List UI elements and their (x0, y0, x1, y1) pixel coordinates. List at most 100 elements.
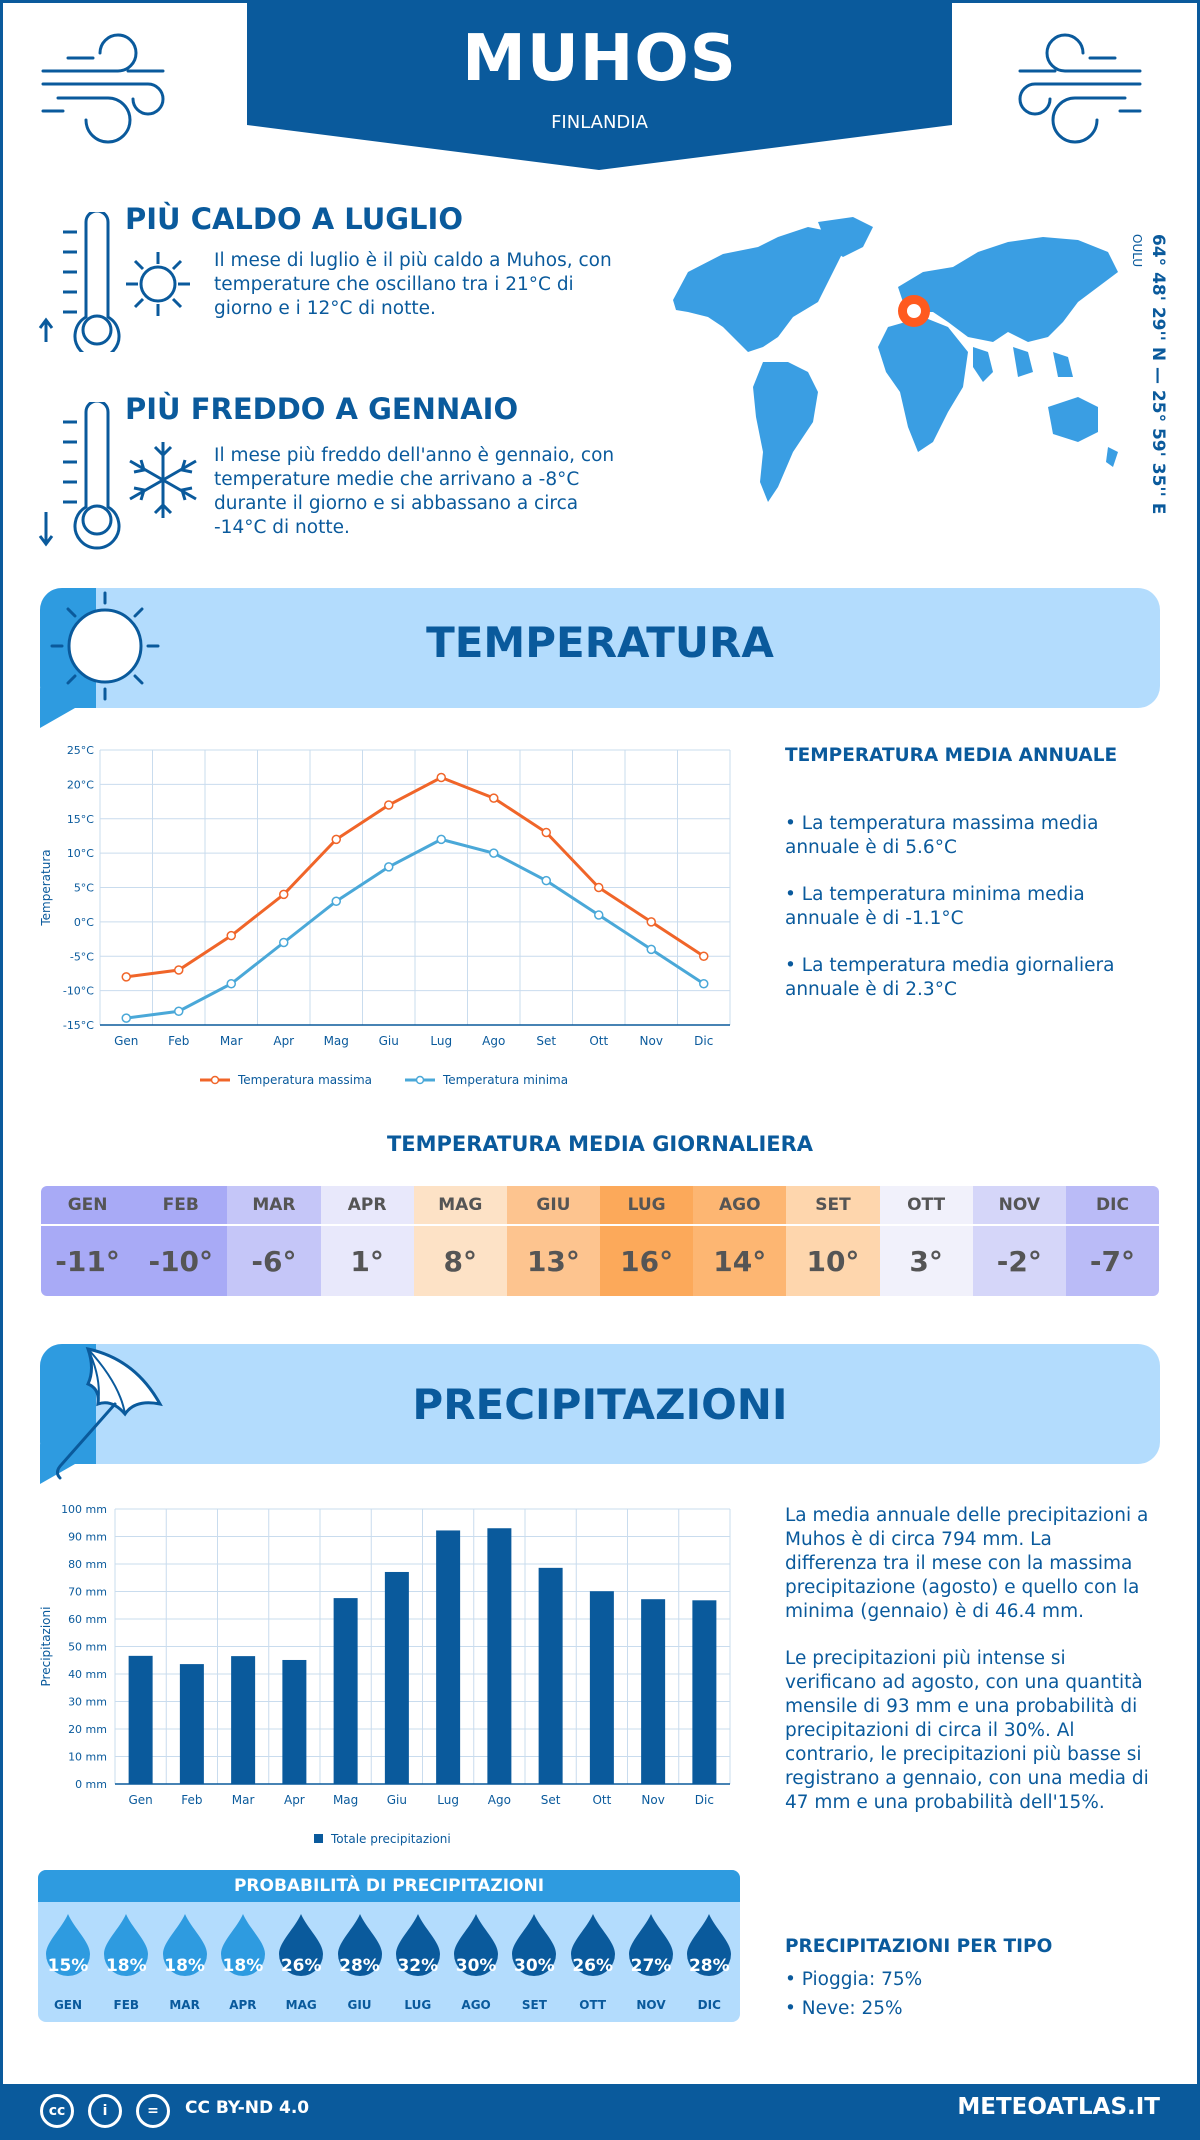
data-point (174, 1006, 184, 1016)
precip-bar (179, 1664, 204, 1784)
probability-value: 30% (455, 1956, 497, 1976)
probability-month: GIU (347, 1998, 372, 2012)
daily-month: APR (320, 1186, 414, 1224)
data-point (226, 930, 236, 941)
precip-bar (333, 1598, 358, 1784)
daily-cell: GIU 13° (506, 1186, 601, 1296)
data-point (489, 793, 499, 803)
probability-month: DIC (697, 1998, 721, 2012)
y-tick-label: 0 mm (75, 1778, 107, 1791)
probability-value: 15% (47, 1956, 89, 1976)
daily-cell: MAR -6° (227, 1186, 321, 1296)
data-point (279, 937, 289, 948)
legend-marker (210, 1075, 220, 1085)
rain-drop-icon (687, 1914, 732, 1976)
daily-month: OTT (879, 1186, 973, 1224)
legend-swatch (314, 1834, 323, 1843)
probability-month: GEN (53, 1998, 83, 2012)
legend-label: Temperatura minima (442, 1073, 568, 1087)
y-tick-label: 80 mm (68, 1558, 107, 1571)
probability-month: FEB (113, 1998, 140, 2012)
x-tick-label: Giu (387, 1793, 407, 1807)
x-tick-label: Ott (589, 1034, 608, 1048)
probability-title: PROBABILITÀ DI PRECIPITAZIONI (38, 1870, 740, 1902)
y-tick-label: -10°C (63, 985, 94, 998)
temperature-band (40, 588, 1160, 708)
brand-link[interactable]: METEOATLAS.IT (957, 2094, 1160, 2120)
y-tick-label: 20 mm (68, 1723, 107, 1736)
x-tick-label: Lug (430, 1034, 452, 1048)
daily-month: MAR (227, 1186, 321, 1224)
precip-summary-text: La media annuale delle precipitazioni a … (785, 1505, 1149, 1622)
coldest-text: Il mese più freddo dell'anno è gennaio, … (214, 445, 615, 538)
probability-value: 26% (280, 1956, 322, 1976)
probability-value: 28% (688, 1956, 730, 1976)
x-tick-label: Ott (592, 1793, 611, 1807)
x-tick-label: Apr (273, 1034, 294, 1048)
daily-temp-title: TEMPERATURA MEDIA GIORNALIERA (386, 1132, 814, 1156)
daily-value: 10° (786, 1224, 880, 1296)
probability-value: 18% (164, 1956, 205, 1976)
y-tick-label: 0°C (74, 916, 94, 929)
daily-month: GIU (506, 1186, 601, 1224)
region-label: OULU (1130, 234, 1144, 268)
precip-bar (282, 1659, 307, 1784)
daily-value: 3° (879, 1224, 973, 1296)
data-point (331, 896, 341, 906)
rain-drop-icon (162, 1914, 207, 1976)
precip-bar (231, 1656, 256, 1784)
thermometer-hot-icon (38, 212, 190, 352)
rain-drop-icon (46, 1914, 90, 1976)
daily-value: 16° (600, 1224, 694, 1296)
daily-cell: APR 1° (320, 1186, 414, 1296)
country-label: FINLANDIA (551, 112, 648, 133)
precip-detail-text: Le precipitazioni più intense si verific… (785, 1648, 1149, 1813)
x-tick-label: Mar (232, 1793, 255, 1807)
daily-cell: SET 10° (786, 1186, 880, 1296)
footer (0, 2084, 1200, 2140)
x-tick-label: Gen (128, 1793, 152, 1807)
precip-bar (128, 1655, 153, 1784)
daily-month: DIC (1065, 1186, 1159, 1224)
y-axis-label: Temperatura (40, 849, 53, 926)
daily-cell: LUG 16° (600, 1186, 694, 1296)
wind-icon-right (1018, 33, 1142, 144)
legend-marker (415, 1075, 425, 1085)
precip-grid (114, 1508, 731, 1785)
no-derivatives-icon: = (136, 2094, 170, 2128)
hottest-text: Il mese di luglio è il più caldo a Muhos… (214, 250, 612, 319)
y-tick-label: 20°C (67, 778, 94, 791)
daily-month: LUG (600, 1186, 694, 1224)
y-tick-label: 100 mm (61, 1503, 107, 1516)
temp-bullet-max: • La temperatura massima media annuale è… (785, 813, 1099, 858)
precip-bar (589, 1591, 614, 1784)
series-line (126, 837, 705, 1020)
rain-drop-icon (279, 1914, 324, 1976)
rain-drop-icon (454, 1914, 499, 1976)
rain-drop-icon (220, 1914, 265, 1976)
temperature-title: TEMPERATURA (426, 618, 774, 667)
x-tick-label: Feb (181, 1793, 202, 1807)
rain-drop-icon (512, 1914, 557, 1976)
y-tick-label: 10 mm (68, 1751, 107, 1764)
y-tick-label: 70 mm (68, 1586, 107, 1599)
x-tick-label: Lug (437, 1793, 459, 1807)
daily-cell: AGO 14° (693, 1186, 787, 1296)
daily-month: AGO (693, 1186, 787, 1224)
license-link[interactable]: CC BY-ND 4.0 (185, 2098, 310, 2118)
x-tick-label: Ago (488, 1793, 511, 1807)
coords-container: 64° 48' 29'' N — 25° 59' 35'' E OULU (1130, 234, 1170, 514)
rain-drop-icon (395, 1914, 440, 1976)
probability-value: 32% (397, 1956, 439, 1976)
daily-value: -7° (1065, 1224, 1159, 1296)
probability-month: AGO (461, 1998, 491, 2012)
x-tick-label: Ago (482, 1034, 505, 1048)
rain-drop-icon (629, 1914, 673, 1976)
probability-value: 28% (339, 1956, 380, 1976)
data-point (121, 972, 131, 982)
x-tick-label: Dic (694, 1034, 713, 1048)
daily-month: FEB (134, 1186, 228, 1224)
probability-value: 26% (572, 1956, 614, 1976)
probability-month: SET (521, 1998, 547, 2012)
data-point (699, 979, 709, 989)
